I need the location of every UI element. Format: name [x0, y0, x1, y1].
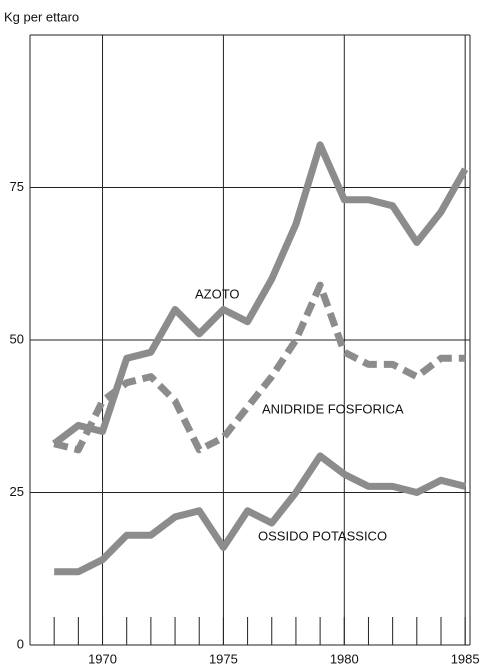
- y-tick-label: 75: [10, 179, 24, 194]
- y-axis-label: Kg per ettaro: [4, 9, 79, 24]
- x-tick-label: 1980: [330, 651, 359, 666]
- series-label: OSSIDO POTASSICO: [258, 528, 387, 543]
- y-tick-label: 0: [17, 636, 24, 651]
- series-line: [54, 452, 467, 576]
- series-line: [52, 141, 469, 447]
- y-tick-label: 25: [10, 484, 24, 499]
- series-line: [53, 281, 466, 454]
- x-tick-label: 1970: [88, 651, 117, 666]
- x-tick-label: 1985: [451, 651, 480, 666]
- y-tick-label: 50: [10, 331, 24, 346]
- series-label: ANIDRIDE FOSFORICA: [262, 401, 404, 416]
- series-label: AZOTO: [195, 286, 240, 301]
- x-tick-label: 1975: [209, 651, 238, 666]
